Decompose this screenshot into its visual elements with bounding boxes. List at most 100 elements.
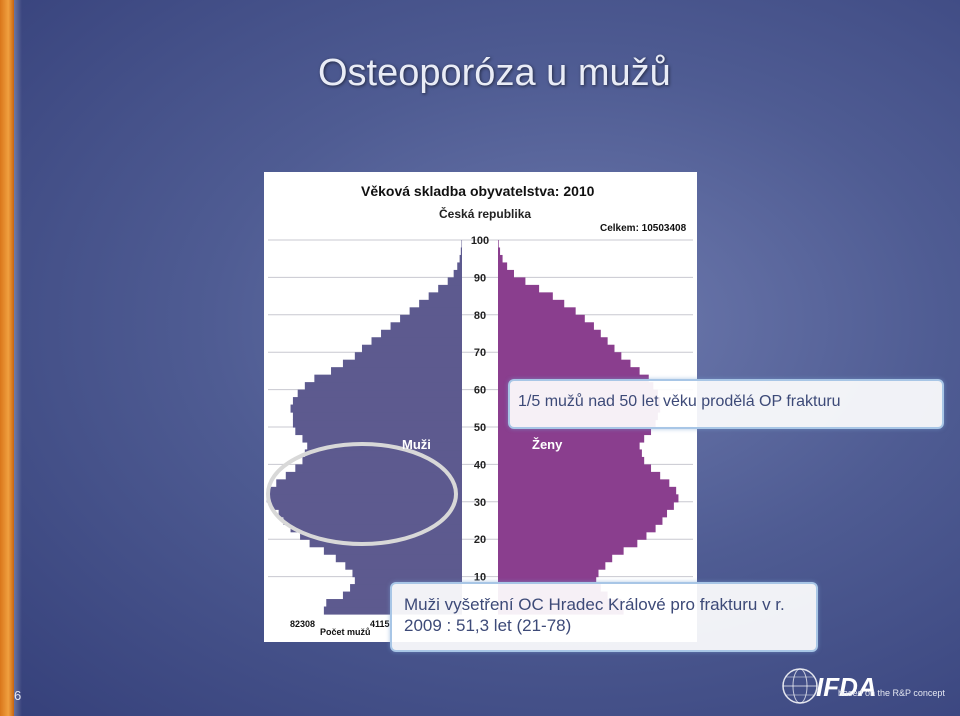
women-bar xyxy=(498,299,565,308)
men-bar xyxy=(428,292,462,301)
men-bar xyxy=(271,501,462,510)
women-bar xyxy=(498,254,503,264)
women-bar xyxy=(498,292,553,301)
slide-title: Osteoporóza u mužů xyxy=(318,52,671,94)
men-bar xyxy=(292,419,462,428)
women-bar xyxy=(498,456,645,465)
women-bar xyxy=(498,314,585,323)
women-bar xyxy=(498,284,540,293)
globe-icon xyxy=(782,668,818,704)
men-bar xyxy=(461,240,463,249)
age-tick-label: 20 xyxy=(474,534,486,546)
men-bar xyxy=(292,412,462,421)
callout-hradec-stat: Muži vyšetření OC Hradec Králové pro fra… xyxy=(390,582,818,652)
men-bar xyxy=(342,359,462,368)
women-bar xyxy=(498,524,656,533)
women-bar xyxy=(498,329,601,338)
women-bar xyxy=(498,479,670,488)
men-bar xyxy=(453,269,462,278)
men-bar xyxy=(457,262,462,271)
age-tick-label: 60 xyxy=(474,385,486,397)
left-accent-highlight xyxy=(14,0,22,716)
men-bar xyxy=(459,254,462,264)
men-bar xyxy=(292,397,462,406)
highlight-ellipse xyxy=(266,442,458,546)
women-bar xyxy=(498,441,640,451)
men-bar xyxy=(331,367,462,376)
women-bar xyxy=(498,546,624,555)
men-bar xyxy=(290,524,462,533)
women-bar xyxy=(498,427,652,436)
callout-fracture-stat-text: 1/5 mužů nad 50 let věku prodělá OP frak… xyxy=(518,393,841,410)
women-label: Ženy xyxy=(532,437,563,452)
women-bar xyxy=(498,539,638,548)
men-bar xyxy=(361,344,462,353)
page-number: 6 xyxy=(14,688,22,703)
women-bar xyxy=(498,307,576,316)
chart-title: Věková skladba obyvatelstva: 2010 xyxy=(361,183,595,199)
men-bar xyxy=(295,427,462,436)
men-bar xyxy=(438,284,462,293)
men-bar xyxy=(335,554,462,563)
men-bar xyxy=(304,449,462,458)
men-bar xyxy=(283,516,462,525)
men-bar xyxy=(314,374,462,383)
men-bar xyxy=(390,322,462,331)
age-tick-label: 90 xyxy=(474,272,486,284)
women-bar xyxy=(498,344,615,353)
women-bar xyxy=(498,516,663,525)
men-bar xyxy=(354,576,462,585)
women-bar xyxy=(498,269,514,278)
men-bar xyxy=(290,404,462,413)
women-bar xyxy=(498,352,622,361)
women-bar xyxy=(498,561,606,570)
women-bar xyxy=(498,337,608,346)
men-bar xyxy=(266,494,462,503)
men-bar xyxy=(400,314,462,323)
men-bar xyxy=(409,307,462,316)
women-bar xyxy=(498,531,647,540)
ifda-logo: IFDA based on the R&P concept xyxy=(780,664,950,708)
men-bar xyxy=(354,352,462,361)
men-bar xyxy=(352,569,462,578)
women-bar xyxy=(498,262,508,271)
left-accent-bar xyxy=(0,0,14,716)
men-bar xyxy=(295,464,462,473)
men-bar xyxy=(447,277,462,286)
callout-fracture-stat: 1/5 mužů nad 50 let věku prodělá OP frak… xyxy=(508,379,944,429)
chart-total: Celkem: 10503408 xyxy=(600,223,687,234)
women-bar xyxy=(498,509,668,518)
women-bar xyxy=(498,471,661,480)
women-bar xyxy=(498,374,649,383)
women-bar xyxy=(498,554,613,563)
women-bar xyxy=(498,576,597,585)
age-tick-label: 30 xyxy=(474,497,486,509)
age-tick-label: 40 xyxy=(474,459,486,471)
age-tick-label: 10 xyxy=(474,572,486,584)
men-bar xyxy=(278,509,462,518)
men-bar xyxy=(381,329,462,338)
women-bar xyxy=(498,367,640,376)
women-bar xyxy=(498,486,677,495)
women-bar xyxy=(498,464,652,473)
women-bar xyxy=(498,359,631,368)
men-bar xyxy=(345,561,462,570)
chart-subtitle: Česká republika xyxy=(439,206,531,221)
age-tick-label: 70 xyxy=(474,347,486,359)
women-bar xyxy=(498,277,526,286)
men-bar xyxy=(419,299,462,308)
men-axis-mid: 4115 xyxy=(370,619,390,629)
men-bar xyxy=(323,546,462,555)
men-bar xyxy=(269,486,462,495)
men-bar xyxy=(300,531,462,540)
men-bar xyxy=(460,247,462,256)
men-axis-label: Počet mužů xyxy=(320,627,371,637)
women-bar xyxy=(498,501,674,510)
women-bar xyxy=(498,247,501,256)
logo-text: IFDA xyxy=(816,672,877,702)
age-tick-label: 50 xyxy=(474,422,486,434)
age-tick-label: 100 xyxy=(471,235,489,247)
callout-hradec-stat-text: Muži vyšetření OC Hradec Králové pro fra… xyxy=(404,595,785,635)
men-bar xyxy=(297,389,462,398)
women-bar xyxy=(498,494,679,503)
